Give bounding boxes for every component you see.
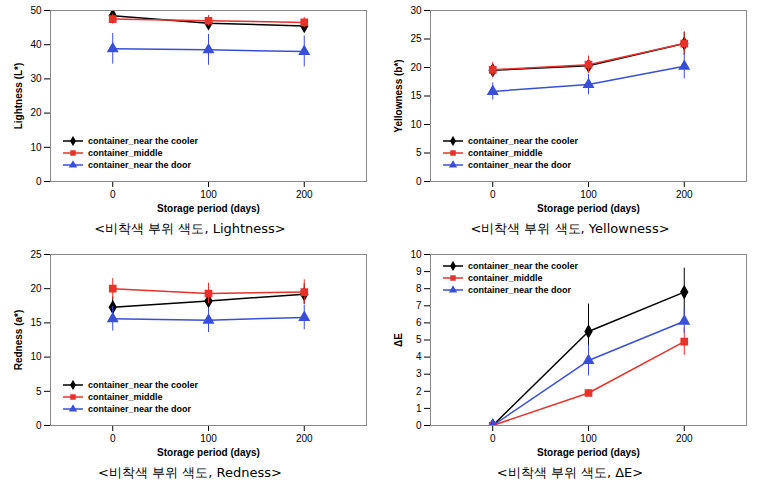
svg-text:1: 1 [416,403,422,414]
svg-text:200: 200 [676,433,693,444]
svg-text:25: 25 [30,249,42,260]
svg-text:30: 30 [410,5,422,16]
svg-text:5: 5 [416,334,422,345]
svg-text:200: 200 [296,433,313,444]
svg-text:30: 30 [30,73,42,84]
svg-text:20: 20 [410,62,422,73]
svg-text:Yellowness (b*): Yellowness (b*) [393,59,404,132]
svg-text:Storage period (days): Storage period (days) [157,447,260,458]
svg-text:100: 100 [580,189,597,200]
svg-text:Storage period (days): Storage period (days) [537,447,640,458]
svg-text:6: 6 [416,317,422,328]
html-text:container_middle: container_middle [468,273,543,283]
html-text:container_near the cooler: container_near the cooler [468,136,578,146]
svg-text:5: 5 [416,147,422,158]
svg-text:Storage period (days): Storage period (days) [537,203,640,214]
html-text:<비착색 부위 색도, Redness>: <비착색 부위 색도, Redness> [98,465,282,480]
html-text:container_near the cooler: container_near the cooler [88,380,198,390]
html-text:container_middle: container_middle [88,148,163,158]
svg-text:3: 3 [416,368,422,379]
svg-text:0: 0 [490,189,496,200]
svg-text:0: 0 [110,189,116,200]
svg-text:2: 2 [416,386,422,397]
svg-text:20: 20 [30,283,42,294]
svg-text:4: 4 [416,351,422,362]
svg-text:25: 25 [410,33,422,44]
svg-text:50: 50 [30,5,42,16]
svg-text:0: 0 [490,433,496,444]
html-text:<비착색 부위 색도, Lightness>: <비착색 부위 색도, Lightness> [94,221,286,236]
html-text:container_near the door: container_near the door [468,160,571,170]
html-text:container_near the door: container_near the door [88,160,191,170]
svg-text:10: 10 [30,351,42,362]
svg-text:0: 0 [416,420,422,431]
svg-text:10: 10 [410,119,422,130]
svg-text:200: 200 [676,189,693,200]
svg-text:10: 10 [410,249,422,260]
svg-text:7: 7 [416,300,422,311]
html-text:container_near the door: container_near the door [468,285,571,295]
svg-text:0: 0 [416,176,422,187]
svg-text:100: 100 [200,433,217,444]
svg-text:40: 40 [30,39,42,50]
html-text:container_middle: container_middle [468,148,543,158]
svg-text:10: 10 [30,142,42,153]
svg-text:20: 20 [30,107,42,118]
svg-text:15: 15 [30,317,42,328]
html-text:container_near the cooler: container_near the cooler [468,261,578,271]
svg-text:200: 200 [296,189,313,200]
svg-text:Storage period (days): Storage period (days) [157,203,260,214]
html-text:container_near the cooler: container_near the cooler [88,136,198,146]
svg-text:0: 0 [110,433,116,444]
svg-text:8: 8 [416,283,422,294]
svg-text:Lightness (L*): Lightness (L*) [13,63,24,130]
svg-text:Redness (a*): Redness (a*) [13,310,24,371]
svg-text:5: 5 [36,386,42,397]
svg-text:9: 9 [416,266,422,277]
svg-text:ΔE: ΔE [393,333,404,347]
html-text:<비착색 부위 색도, Yellowness>: <비착색 부위 색도, Yellowness> [470,221,670,236]
html-text:container_middle: container_middle [88,392,163,402]
html-text:container_near the door: container_near the door [88,404,191,414]
svg-text:15: 15 [410,90,422,101]
html-text:<비착색 부위 색도, ΔE>: <비착색 부위 색도, ΔE> [496,465,644,480]
svg-text:100: 100 [200,189,217,200]
svg-text:0: 0 [36,176,42,187]
svg-text:0: 0 [36,420,42,431]
svg-text:100: 100 [580,433,597,444]
